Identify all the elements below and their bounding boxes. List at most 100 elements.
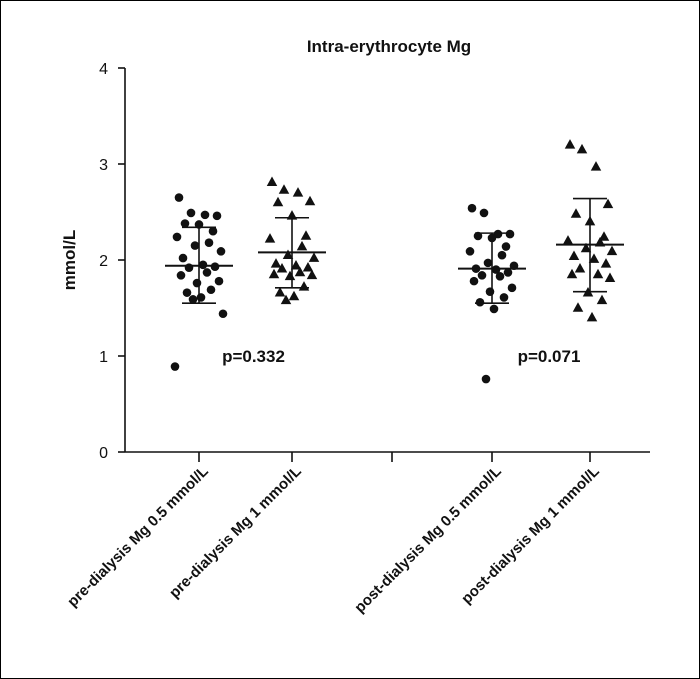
data-point [202, 268, 212, 277]
data-point [509, 261, 519, 271]
data-point [266, 176, 278, 187]
data-point [210, 262, 220, 272]
data-point [564, 139, 576, 149]
data-point [304, 195, 316, 206]
data-point [306, 269, 318, 280]
data-point [598, 231, 610, 241]
data-point [170, 362, 180, 371]
data-point [503, 268, 513, 277]
data-point [174, 193, 184, 202]
data-point [282, 249, 294, 259]
data-point [497, 250, 507, 260]
data-point [274, 286, 286, 297]
data-point [218, 309, 228, 319]
data-point [180, 219, 190, 228]
data-point [182, 288, 192, 297]
data-point [479, 208, 489, 218]
data-point [298, 281, 310, 291]
data-point [270, 258, 282, 268]
data-point [485, 287, 495, 296]
data-point [292, 187, 304, 197]
data-point [594, 237, 606, 247]
data-point [278, 184, 290, 194]
data-point [186, 208, 196, 218]
data-point [495, 272, 505, 281]
data-point [290, 260, 302, 270]
data-point [562, 235, 574, 245]
data-point [471, 264, 481, 273]
data-point [296, 240, 308, 251]
data-point [212, 211, 222, 221]
y-tick-label: 1 [99, 349, 108, 366]
data-point [198, 260, 208, 270]
data-point [590, 161, 602, 171]
data-point [214, 276, 224, 286]
data-point [596, 294, 608, 305]
data-point [200, 210, 210, 220]
data-point [272, 196, 284, 207]
data-point [489, 304, 499, 314]
data-point [284, 270, 296, 281]
data-point [588, 253, 600, 263]
data-point [572, 302, 584, 312]
data-point [465, 247, 475, 256]
data-point [574, 262, 586, 273]
data-point [584, 215, 596, 226]
data-point [216, 247, 226, 256]
p-value-annotation: p=0.071 [518, 347, 581, 366]
data-point [268, 268, 280, 279]
chart-title: Intra-erythrocyte Mg [307, 37, 471, 56]
data-point [302, 261, 314, 272]
data-point [308, 252, 320, 262]
data-point [192, 278, 202, 288]
data-point [204, 238, 214, 248]
data-point [286, 210, 298, 220]
data-point [507, 283, 517, 293]
data-point [190, 241, 200, 250]
data-point [208, 226, 218, 236]
data-point [483, 258, 493, 268]
data-point [264, 233, 276, 243]
data-point [604, 272, 616, 283]
data-point [178, 253, 188, 263]
p-value-annotation: p=0.332 [222, 347, 285, 366]
data-point [276, 262, 288, 273]
data-point [499, 293, 509, 302]
data-point [469, 276, 479, 286]
y-tick-label: 0 [99, 445, 108, 462]
data-point [196, 293, 206, 302]
data-point [570, 208, 582, 218]
data-point [206, 285, 216, 295]
data-point [288, 290, 300, 301]
data-point [576, 143, 588, 154]
data-point [592, 268, 604, 279]
data-point [606, 245, 618, 256]
data-point [600, 258, 612, 268]
data-point [477, 271, 487, 280]
data-point [300, 230, 312, 240]
data-point [475, 297, 485, 307]
y-tick-label: 2 [99, 253, 108, 270]
data-point [501, 242, 511, 251]
data-point [176, 271, 186, 280]
y-axis-label: mmol/L [60, 230, 79, 290]
data-point [280, 294, 292, 305]
data-point [467, 203, 477, 213]
data-point [505, 229, 515, 239]
data-marks [165, 139, 624, 384]
y-tick-label: 4 [99, 61, 108, 78]
data-point [566, 268, 578, 279]
axes [118, 67, 650, 462]
data-point [194, 220, 204, 229]
data-point [294, 266, 306, 277]
data-point [184, 263, 194, 272]
data-point [568, 250, 580, 260]
data-point [481, 374, 491, 384]
data-point [473, 231, 483, 241]
data-point [188, 295, 198, 304]
data-point [586, 311, 598, 322]
data-point [602, 198, 614, 209]
